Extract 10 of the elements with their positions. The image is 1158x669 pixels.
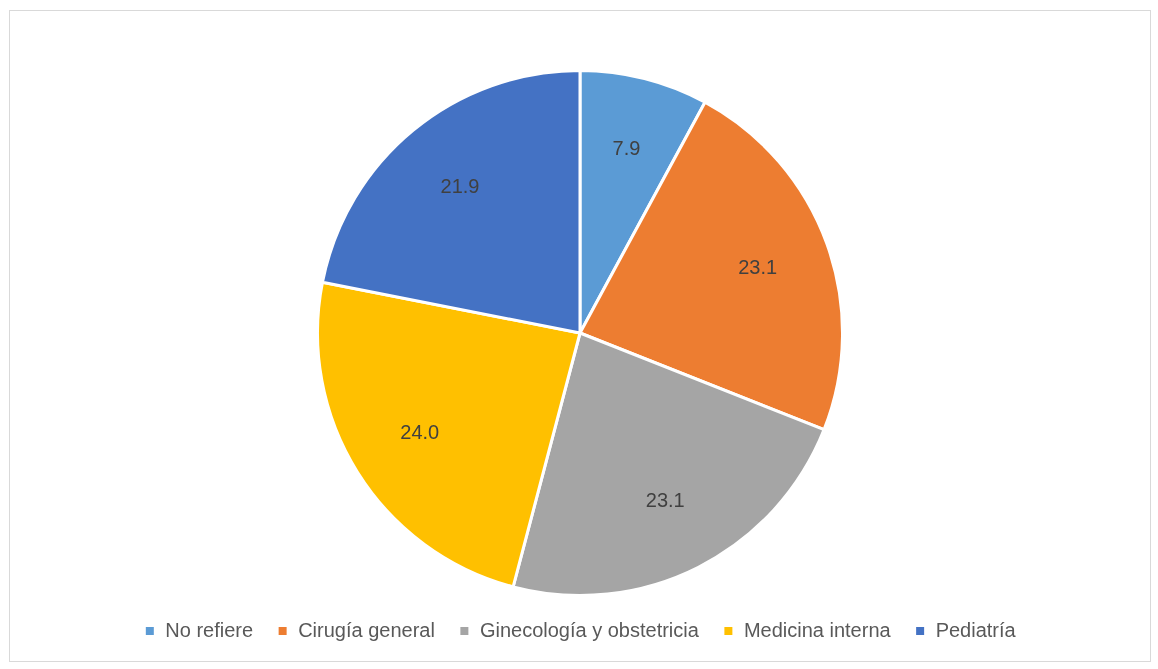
data-label: 7.9 — [612, 137, 641, 160]
legend-label: No refiere — [165, 618, 254, 641]
data-label: 24.0 — [400, 420, 440, 443]
data-label: 21.9 — [440, 174, 480, 197]
legend-label: Medicina interna — [743, 618, 892, 641]
data-label: 23.1 — [645, 489, 685, 512]
data-label: 23.1 — [738, 255, 778, 278]
legend-label: Pediatría — [935, 618, 1017, 641]
legend-label: Ginecología y obstetricia — [479, 618, 700, 641]
legend-label: Cirugía general — [298, 618, 435, 641]
